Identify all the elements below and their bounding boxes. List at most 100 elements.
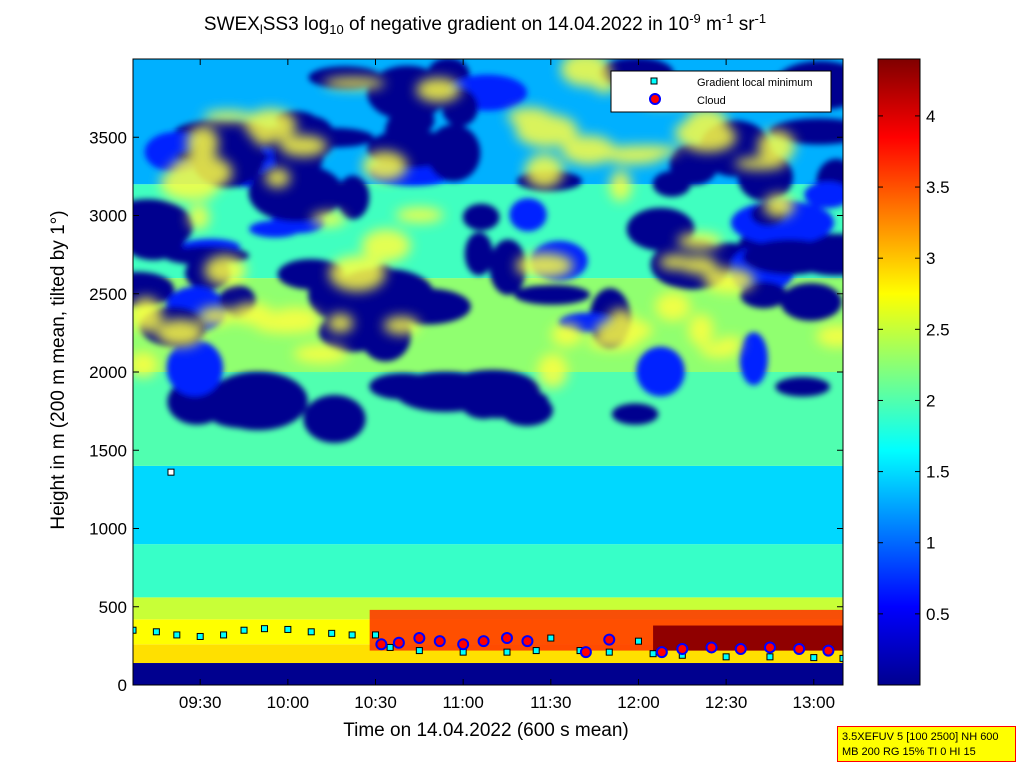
cloud-point — [375, 638, 388, 651]
legend: Gradient local minimum Cloud — [610, 70, 832, 113]
colorbar-ticks: 0.5 1 1.5 2 2.5 3 3.5 4 — [878, 107, 950, 624]
marker-layer — [133, 468, 843, 662]
cloud-point — [705, 641, 718, 654]
colorbar-tick-label: 2.5 — [926, 320, 950, 339]
heatmap-band — [133, 465, 843, 545]
colorbar-tick-label: 2 — [926, 391, 935, 410]
bright-patch — [609, 170, 632, 202]
legend-square-marker-icon — [650, 77, 658, 85]
bright-patch — [156, 319, 205, 347]
dark-patch — [133, 219, 185, 261]
x-tick-label: 11:30 — [530, 693, 571, 712]
bright-patch — [255, 319, 319, 334]
x-tick-label: 13:00 — [793, 693, 836, 712]
bright-patch — [230, 302, 274, 325]
bright-patch — [253, 125, 275, 146]
bright-patch — [658, 254, 692, 270]
bright-patch — [677, 232, 723, 250]
legend-circle-marker-icon — [649, 93, 661, 105]
bright-patch — [169, 154, 233, 191]
x-tick-label: 12:00 — [617, 693, 660, 712]
dark-patch — [249, 220, 302, 238]
bright-patches — [133, 59, 843, 389]
bright-patch — [264, 168, 291, 188]
gradient-min-point — [196, 632, 204, 640]
gradient-min-point — [348, 631, 356, 639]
bright-patch — [186, 125, 219, 161]
bright-patch — [515, 252, 574, 279]
bright-patch — [293, 344, 349, 364]
gradient-min-point — [372, 631, 380, 639]
cloud-point — [603, 633, 616, 646]
legend-label-gradient-minimum: Gradient local minimum — [697, 77, 813, 89]
cloud-point — [676, 643, 689, 656]
y-tick-label: 3500 — [89, 128, 127, 147]
gradient-min-point — [415, 647, 423, 655]
cloud-point — [500, 632, 513, 645]
cloud-point — [822, 644, 835, 657]
heatmap-band — [133, 544, 843, 598]
cloud-point — [655, 646, 668, 659]
dark-patch — [514, 284, 591, 305]
gradient-min-point — [386, 643, 394, 651]
bright-patch — [551, 323, 583, 347]
bright-patch — [311, 211, 347, 227]
dark-patch — [380, 288, 471, 325]
surface-band — [133, 663, 843, 685]
y-axis-label: Height in m (200 m mean, tilted by 1°) — [48, 210, 69, 529]
colorbar — [877, 58, 921, 686]
gradient-min-point — [605, 648, 613, 656]
dark-patch — [384, 108, 426, 160]
bright-patch — [323, 77, 386, 90]
colorbar-tick-label: 3 — [926, 249, 935, 268]
gradient-min-point — [547, 634, 555, 642]
bright-patch — [703, 268, 755, 293]
info-line-2: MB 200 RG 15% TI 0 HI 15 — [842, 746, 976, 758]
x-axis: 09:30 10:00 10:30 11:00 11:30 12:00 12:30 13:00 — [179, 59, 835, 712]
bright-patch — [197, 306, 236, 326]
bright-patch — [383, 316, 420, 335]
dark-patch — [303, 394, 366, 443]
dark-patch — [509, 198, 547, 232]
legend-box — [610, 70, 832, 113]
dark-patch — [742, 239, 837, 275]
bright-patch — [328, 255, 386, 292]
dark-patch — [775, 376, 831, 397]
x-tick-label: 11:00 — [443, 693, 484, 712]
bright-patch — [700, 343, 739, 358]
gradient-min-point — [722, 653, 730, 661]
bright-patch — [816, 324, 843, 348]
y-tick-label: 2000 — [89, 363, 127, 382]
gradient-min-point — [284, 625, 292, 633]
colorbar-tick-label: 1.5 — [926, 463, 950, 482]
x-tick-label: 09:30 — [179, 693, 222, 712]
colorbar-tick-label: 4 — [926, 107, 935, 126]
x-axis-label: Time on 14.04.2022 (600 s mean) — [343, 720, 629, 741]
bright-patch — [362, 150, 408, 182]
dark-patch — [780, 283, 842, 321]
x-tick-label: 10:30 — [354, 693, 397, 712]
y-tick-label: 1000 — [89, 520, 127, 539]
bright-patch — [133, 296, 163, 333]
cloud-point — [433, 635, 446, 648]
gradient-min-point — [173, 631, 181, 639]
bright-patch — [203, 110, 253, 123]
gradient-min-point — [532, 647, 540, 655]
bright-patch — [688, 313, 714, 347]
x-tick-label: 10:00 — [267, 693, 310, 712]
gradient-min-point — [152, 628, 160, 636]
gradient-min-point — [260, 625, 268, 633]
gradient-min-point — [220, 631, 228, 639]
dark-patch — [804, 181, 843, 209]
isolated-gradient-point — [167, 468, 175, 476]
bright-patch — [655, 292, 691, 322]
y-axis: 0 500 1000 1500 2000 2500 3000 3500 — [89, 128, 843, 695]
gradient-min-point — [328, 629, 336, 637]
bright-patch — [279, 135, 328, 157]
bright-patch — [763, 193, 795, 218]
bright-patch — [204, 255, 247, 286]
y-tick-label: 2500 — [89, 285, 127, 304]
cloud-point — [579, 646, 592, 659]
bright-patch — [188, 204, 210, 230]
dark-patch — [336, 175, 370, 220]
